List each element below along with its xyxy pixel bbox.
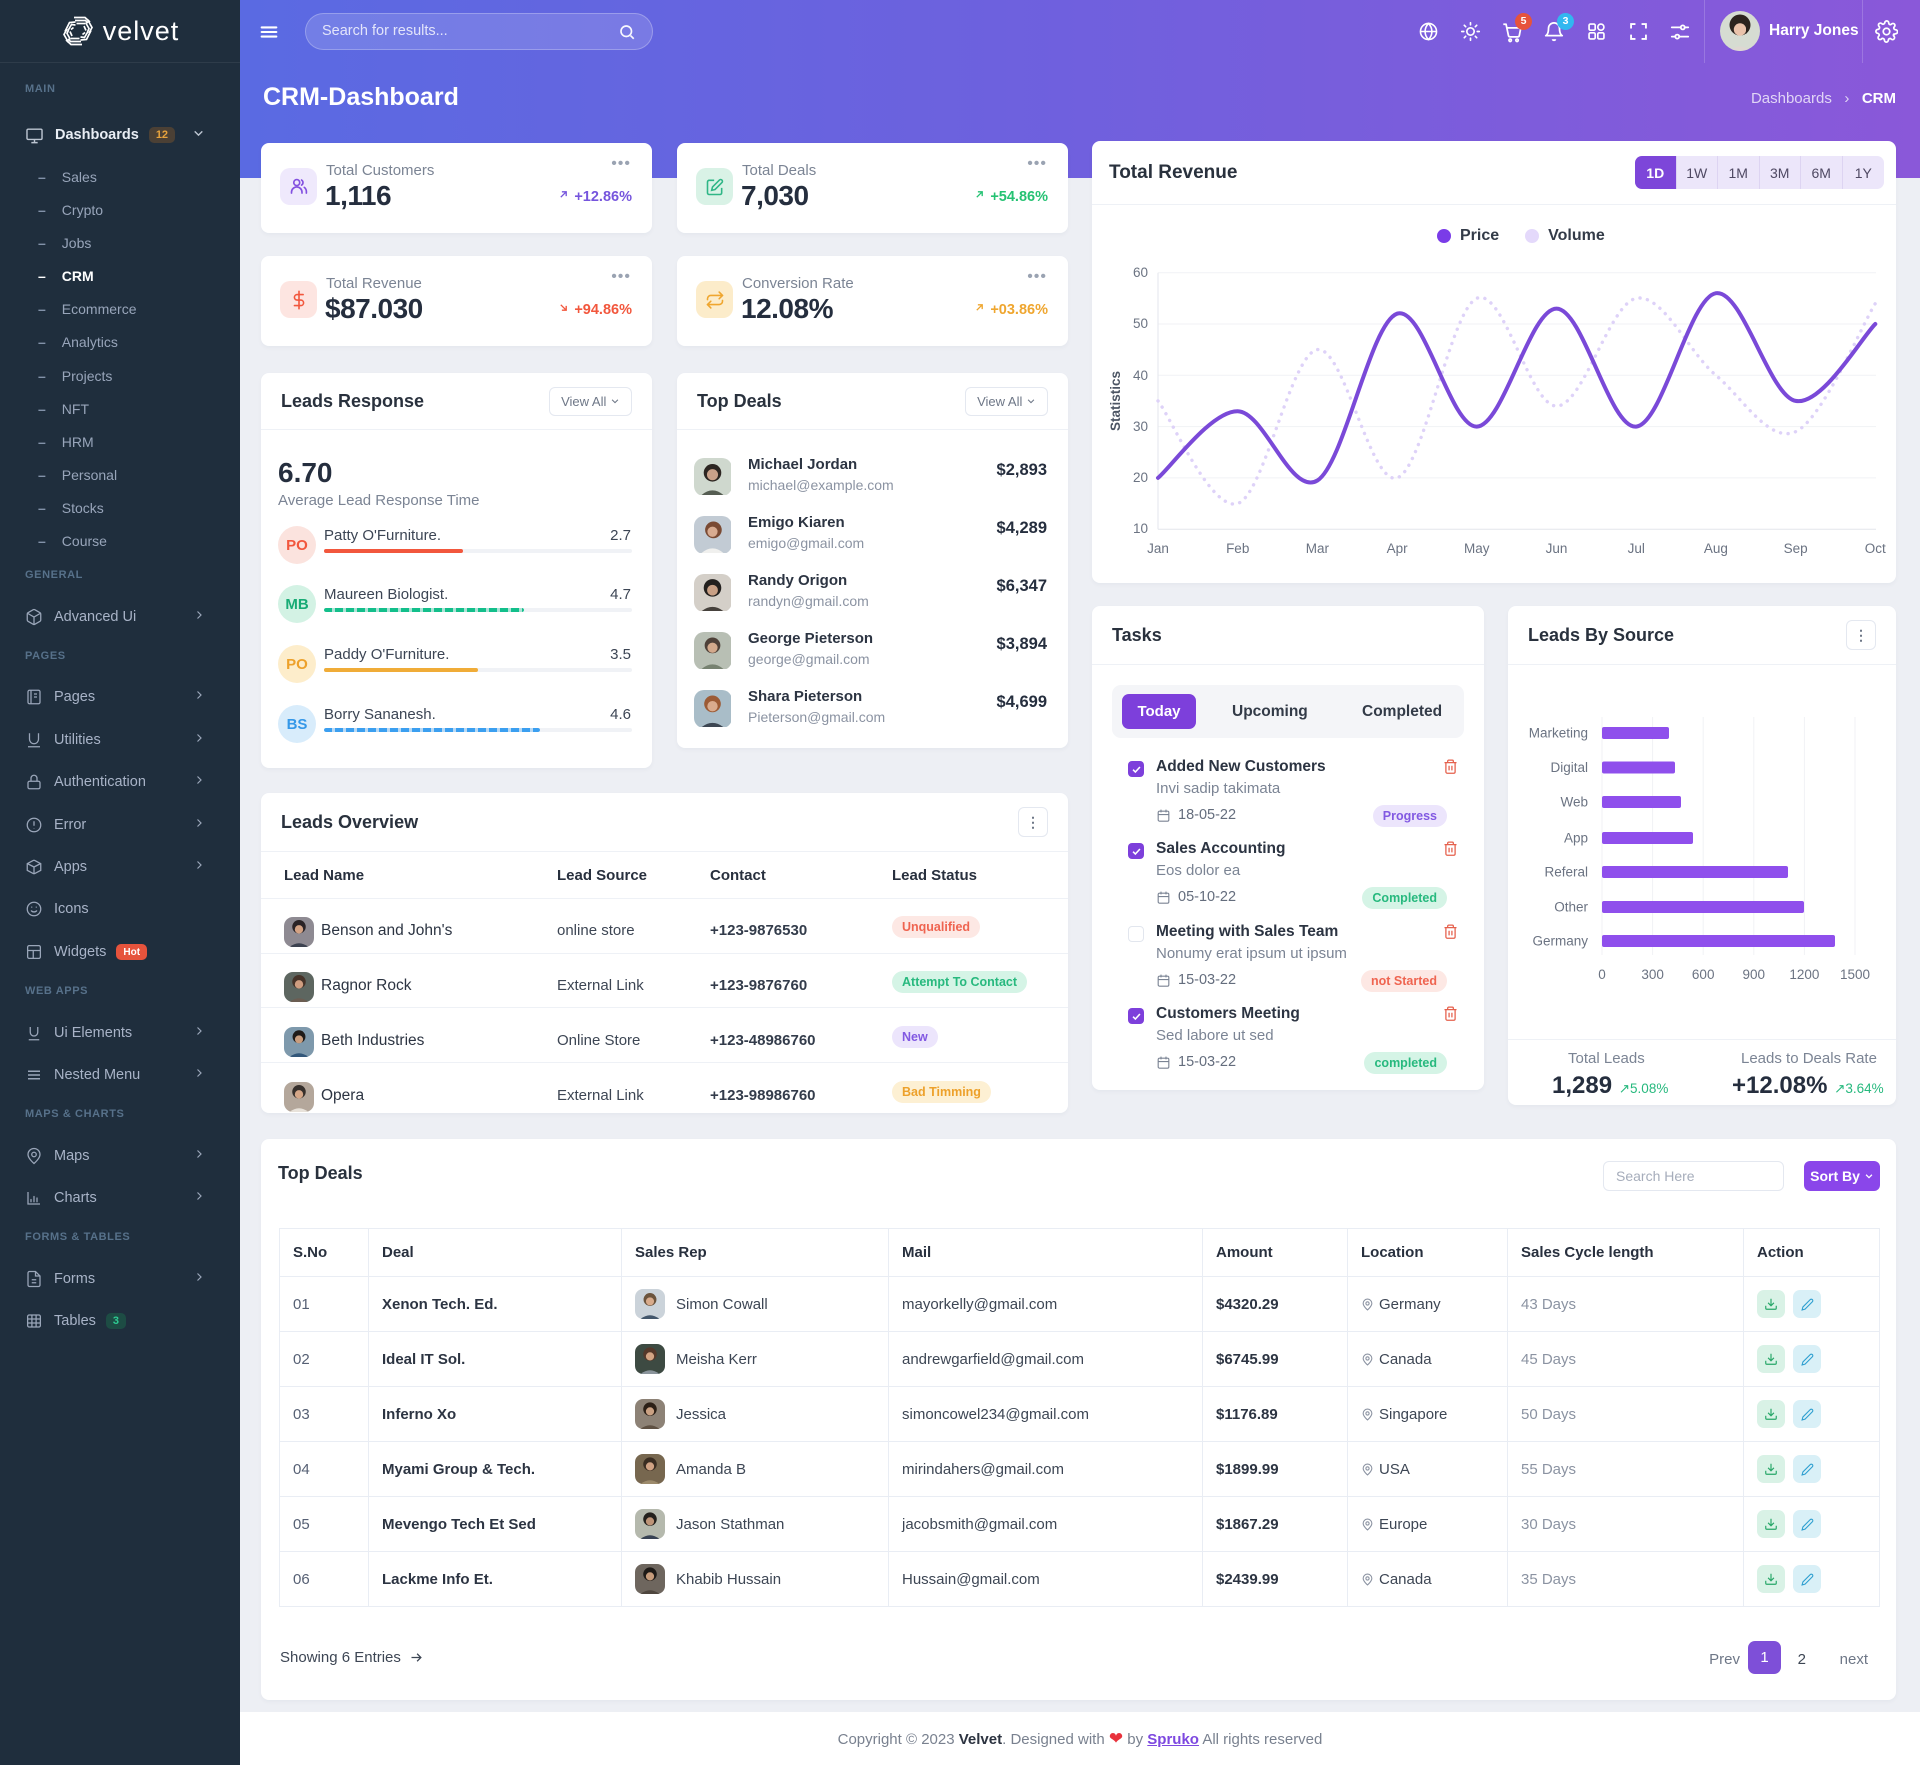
svg-text:Mar: Mar <box>1306 541 1330 556</box>
svg-text:Statistics: Statistics <box>1108 371 1123 431</box>
svg-text:Oct: Oct <box>1865 541 1886 556</box>
svg-text:Web: Web <box>1560 795 1588 810</box>
svg-text:1200: 1200 <box>1789 967 1819 982</box>
svg-text:Marketing: Marketing <box>1529 726 1588 741</box>
svg-text:30: 30 <box>1133 419 1148 434</box>
svg-text:Jul: Jul <box>1628 541 1645 556</box>
svg-text:40: 40 <box>1133 368 1148 383</box>
svg-text:20: 20 <box>1133 470 1148 485</box>
svg-text:600: 600 <box>1692 967 1715 982</box>
svg-text:10: 10 <box>1133 521 1148 536</box>
svg-text:May: May <box>1464 541 1490 556</box>
svg-text:Digital: Digital <box>1550 760 1588 775</box>
svg-text:50: 50 <box>1133 316 1148 331</box>
svg-text:App: App <box>1564 831 1588 846</box>
svg-text:900: 900 <box>1743 967 1766 982</box>
svg-text:Apr: Apr <box>1387 541 1409 556</box>
svg-text:Germany: Germany <box>1532 934 1588 949</box>
svg-text:300: 300 <box>1641 967 1664 982</box>
svg-text:Jan: Jan <box>1147 541 1169 556</box>
svg-text:Jun: Jun <box>1546 541 1568 556</box>
svg-text:60: 60 <box>1133 265 1148 280</box>
svg-text:Other: Other <box>1554 900 1588 915</box>
svg-text:0: 0 <box>1598 967 1606 982</box>
svg-text:Sep: Sep <box>1784 541 1808 556</box>
svg-text:1500: 1500 <box>1840 967 1870 982</box>
svg-text:Referal: Referal <box>1544 865 1588 880</box>
svg-text:Aug: Aug <box>1704 541 1728 556</box>
svg-text:Feb: Feb <box>1226 541 1249 556</box>
